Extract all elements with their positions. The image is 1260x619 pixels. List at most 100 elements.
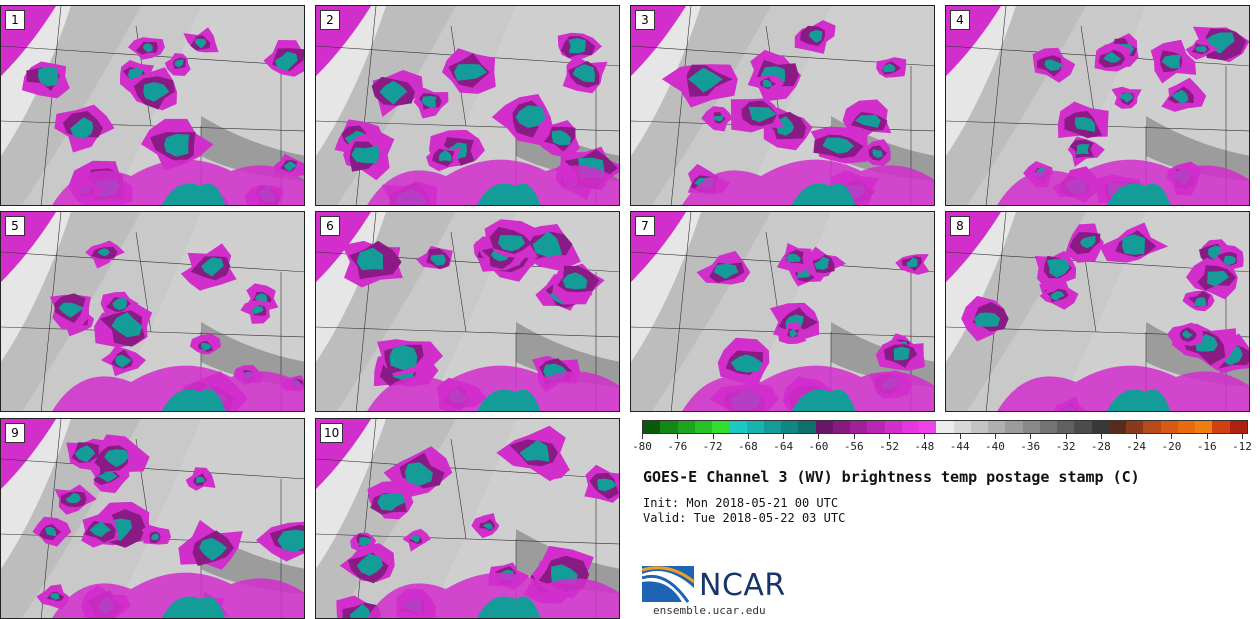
cold-cloud-top: [1171, 89, 1189, 104]
member-number: 10: [320, 423, 344, 443]
cold-cloud-top: [162, 596, 226, 618]
cold-cloud-top: [730, 354, 763, 373]
dry-band-mid: [631, 6, 771, 205]
cold-cloud-top: [477, 596, 541, 618]
cloud-band: [682, 365, 934, 411]
cold-cloud-top: [572, 64, 595, 83]
colorbar-tick-label: -64: [773, 440, 794, 453]
cloud-band: [367, 159, 619, 205]
colorbar-segment: [1126, 421, 1144, 433]
init-time: Init: Mon 2018-05-21 00 UTC: [643, 496, 839, 510]
cold-cloud-top: [143, 82, 170, 102]
cold-cloud-top: [1107, 183, 1171, 205]
colorbar-tick: [959, 434, 961, 439]
cold-cloud-top: [789, 329, 798, 338]
colorbar-segment: [677, 421, 695, 433]
cold-cloud-top: [379, 80, 408, 105]
cold-cloud-top: [356, 553, 383, 576]
colorbar-segment: [781, 421, 799, 433]
cold-cloud-top: [1103, 51, 1122, 63]
cold-cloud-top: [882, 63, 896, 73]
state-boundary: [355, 212, 377, 411]
cold-cloud-top: [906, 257, 918, 268]
colorbar: [642, 420, 1248, 434]
ensemble-url: ensemble.ucar.edu: [653, 604, 766, 617]
ensemble-member-panel: 3: [630, 5, 935, 206]
cold-cloud-top: [1122, 234, 1145, 255]
water-vapor-map: [316, 6, 619, 205]
colorbar-segment: [919, 421, 937, 433]
cold-cloud-top: [111, 312, 143, 338]
cold-cloud-top: [115, 354, 132, 368]
cold-cloud-top: [713, 263, 739, 279]
colorbar-tick-label: -24: [1126, 440, 1147, 453]
cold-cloud-top: [430, 254, 446, 266]
cold-cloud-top: [532, 231, 563, 257]
cold-cloud-top: [1223, 255, 1237, 266]
cold-cloud-top: [792, 183, 856, 205]
colorbar-segment: [712, 421, 730, 433]
cold-cloud-top: [519, 440, 550, 462]
cold-cloud-top: [562, 272, 588, 290]
cold-cloud-top: [274, 51, 298, 71]
cloud-band: [52, 572, 304, 618]
cloud-band: [52, 159, 304, 205]
ensemble-member-panel: 9: [0, 418, 305, 619]
state-boundary: [1, 458, 304, 480]
colorbar-segment: [970, 421, 988, 433]
colorbar-tick-label: -20: [1161, 440, 1182, 453]
cold-cloud-top: [97, 468, 118, 483]
water-vapor-map: [316, 212, 619, 411]
cloud-band: [682, 159, 934, 205]
cold-cloud-top: [112, 298, 127, 311]
cold-cloud-top: [349, 604, 372, 618]
state-boundary: [1, 251, 304, 273]
ensemble-member-panel: 7: [630, 211, 935, 412]
water-vapor-map: [1, 6, 304, 205]
cold-cloud-top: [454, 64, 488, 81]
cold-cloud-top: [104, 449, 130, 468]
colorbar-tick: [1206, 434, 1208, 439]
cold-cloud-top: [252, 305, 264, 315]
colorbar-tick: [889, 434, 891, 439]
cold-cloud-top: [777, 116, 795, 136]
cold-cloud-top: [201, 342, 212, 351]
cold-cloud-top: [151, 533, 159, 541]
colorbar-segment: [1091, 421, 1109, 433]
colorbar-tick-label: -12: [1232, 440, 1252, 453]
cold-cloud-top: [1080, 235, 1096, 249]
colorbar-tick: [1171, 434, 1173, 439]
cold-cloud-top: [58, 302, 84, 318]
ensemble-member-panel: 10: [315, 418, 620, 619]
colorbar-tick: [677, 434, 679, 439]
cold-cloud-top: [438, 150, 452, 162]
colorbar-tick: [853, 434, 855, 439]
cold-cloud-top: [45, 526, 57, 537]
colorbar-segment: [1195, 421, 1213, 433]
dark-band: [1146, 116, 1249, 181]
colorbar-tick: [924, 434, 926, 439]
cloud-band: [367, 572, 619, 618]
cold-cloud-top: [356, 247, 384, 271]
colorbar-segment: [1212, 421, 1230, 433]
state-boundary: [670, 6, 692, 205]
state-boundary: [1, 120, 304, 132]
colorbar-ticks: -80 -76 -72 -68 -64 -60 -56 -52 -48 -44 -40 -36 -32 -…: [632, 434, 1252, 454]
ensemble-member-panel: 6: [315, 211, 620, 412]
state-boundary: [355, 419, 377, 618]
colorbar-segment: [988, 421, 1006, 433]
cold-cloud-top: [1050, 291, 1065, 301]
colorbar-segment: [1160, 421, 1178, 433]
dry-band-mid2: [967, 212, 1146, 411]
cold-cloud-top: [199, 537, 228, 561]
state-boundary: [670, 212, 692, 411]
state-boundary: [450, 231, 467, 333]
colorbar-segment: [1022, 421, 1040, 433]
colorbar-tick: [712, 434, 714, 439]
cold-cloud-top: [389, 345, 418, 371]
water-vapor-map: [946, 212, 1249, 411]
ncar-logo-text: NCAR: [699, 568, 786, 603]
cold-cloud-top: [748, 106, 777, 123]
cold-cloud-top: [351, 145, 380, 164]
colorbar-segment: [1074, 421, 1092, 433]
